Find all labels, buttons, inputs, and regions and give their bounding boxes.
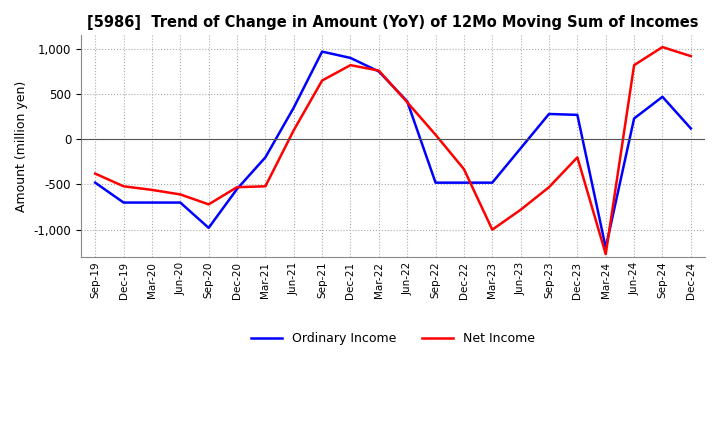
Line: Ordinary Income: Ordinary Income: [95, 51, 690, 248]
Net Income: [658, 44, 667, 50]
Ordinary Income: [573, 112, 582, 117]
Ordinary Income: [346, 55, 355, 61]
Ordinary Income: [176, 200, 184, 205]
Ordinary Income: [374, 69, 383, 74]
Net Income: [261, 183, 270, 189]
Net Income: [176, 192, 184, 197]
Ordinary Income: [658, 94, 667, 99]
Net Income: [403, 99, 412, 105]
Ordinary Income: [261, 155, 270, 160]
Ordinary Income: [630, 116, 639, 121]
Net Income: [431, 132, 440, 137]
Net Income: [120, 183, 128, 189]
Title: [5986]  Trend of Change in Amount (YoY) of 12Mo Moving Sum of Incomes: [5986] Trend of Change in Amount (YoY) o…: [87, 15, 699, 30]
Ordinary Income: [318, 49, 326, 54]
Ordinary Income: [289, 105, 298, 110]
Ordinary Income: [91, 180, 99, 185]
Ordinary Income: [459, 180, 468, 185]
Ordinary Income: [403, 99, 412, 104]
Net Income: [516, 207, 525, 213]
Net Income: [545, 184, 554, 190]
Net Income: [346, 62, 355, 68]
Ordinary Income: [148, 200, 156, 205]
Ordinary Income: [516, 146, 525, 151]
Net Income: [488, 227, 497, 232]
Ordinary Income: [120, 200, 128, 205]
Line: Net Income: Net Income: [95, 47, 690, 254]
Net Income: [601, 251, 610, 257]
Net Income: [374, 68, 383, 73]
Ordinary Income: [488, 180, 497, 185]
Y-axis label: Amount (million yen): Amount (million yen): [15, 81, 28, 212]
Ordinary Income: [431, 180, 440, 185]
Net Income: [289, 128, 298, 133]
Legend: Ordinary Income, Net Income: Ordinary Income, Net Income: [246, 327, 540, 350]
Net Income: [91, 171, 99, 176]
Ordinary Income: [204, 225, 213, 231]
Ordinary Income: [545, 111, 554, 117]
Net Income: [573, 155, 582, 160]
Net Income: [148, 187, 156, 193]
Ordinary Income: [686, 126, 695, 131]
Net Income: [318, 78, 326, 83]
Net Income: [459, 166, 468, 172]
Net Income: [233, 184, 241, 190]
Net Income: [204, 202, 213, 207]
Net Income: [686, 54, 695, 59]
Ordinary Income: [601, 245, 610, 250]
Ordinary Income: [233, 187, 241, 192]
Net Income: [630, 62, 639, 68]
